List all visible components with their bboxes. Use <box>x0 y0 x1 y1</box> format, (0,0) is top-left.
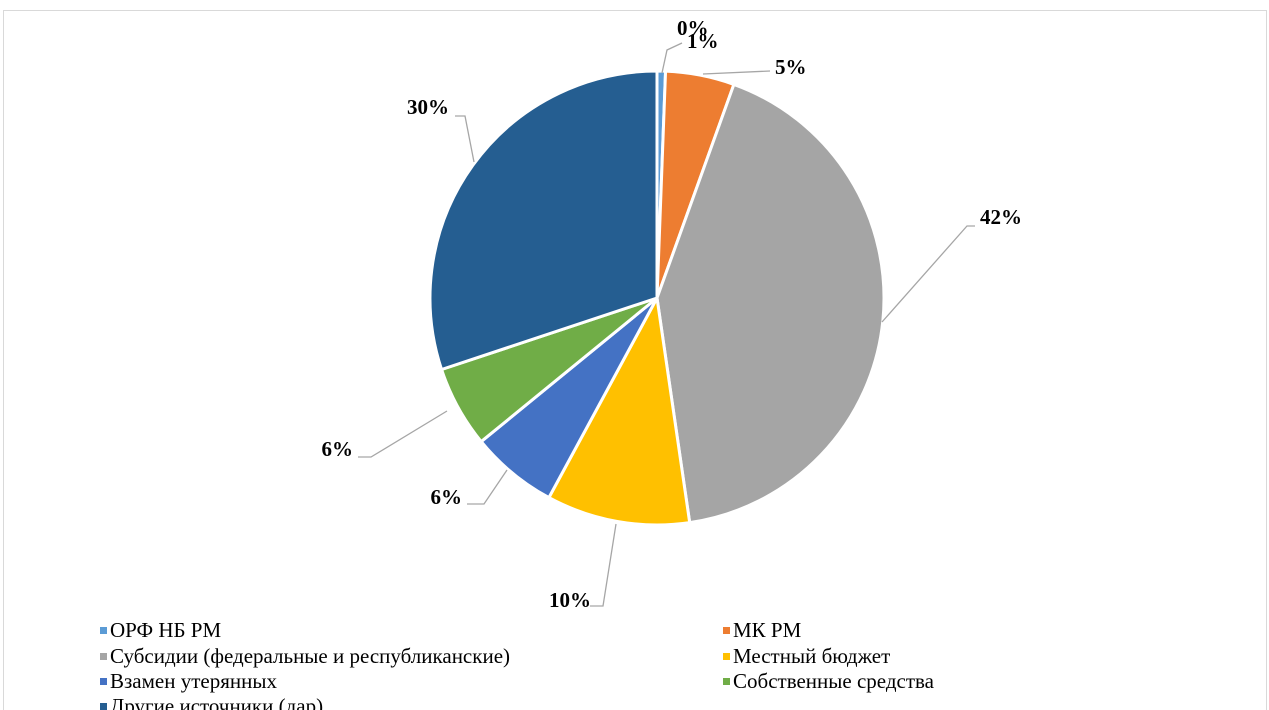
legend-swatch <box>100 627 107 634</box>
legend-swatch <box>100 653 107 660</box>
leader-line <box>467 469 508 505</box>
legend-label: Другие источники (дар) <box>110 694 324 710</box>
pie-slices <box>428 69 886 527</box>
data-labels: 1% 5% 42% 10% 6% 6% 30% 0% <box>322 16 1023 612</box>
legend-label: ОРФ НБ РМ <box>110 619 222 642</box>
legend-swatch <box>723 678 730 685</box>
pie-slice <box>546 293 692 527</box>
legend-item-mk: МК РМ <box>723 619 801 641</box>
data-label: 6% <box>431 485 463 509</box>
legend-item-local-budget: Местный бюджет <box>723 645 890 667</box>
legend-label: Местный бюджет <box>733 644 891 668</box>
data-label: 10% <box>549 588 591 612</box>
leader-line <box>590 523 617 607</box>
leader-line <box>881 225 975 323</box>
data-label: 30% <box>407 95 449 119</box>
legend-item-subsidies: Субсидии (федеральные и республиканские) <box>100 645 510 667</box>
legend-swatch <box>100 678 107 685</box>
legend: ОРФ НБ РМ МК РМ Субсидии (федеральные и … <box>0 619 1269 710</box>
legend-swatch <box>723 627 730 634</box>
data-label: 6% <box>322 437 354 461</box>
leader-lines <box>358 42 975 607</box>
leader-line <box>455 115 475 163</box>
legend-item-own-funds: Собственные средства <box>723 670 934 692</box>
legend-swatch <box>723 653 730 660</box>
legend-label: Собственные средства <box>733 669 934 693</box>
data-label: 5% <box>775 55 807 79</box>
legend-swatch <box>100 703 107 710</box>
legend-label: Взамен утерянных <box>110 669 277 693</box>
legend-label: МК РМ <box>733 619 802 642</box>
leader-line <box>358 410 448 458</box>
leader-line <box>661 42 683 74</box>
data-label: 0% <box>677 16 709 40</box>
legend-label: Субсидии (федеральные и республиканские) <box>110 644 511 668</box>
pie-slice <box>428 69 659 372</box>
legend-item-orf: ОРФ НБ РМ <box>100 619 221 641</box>
data-label: 1% <box>687 29 719 53</box>
leader-line <box>702 70 771 75</box>
legend-item-replacement: Взамен утерянных <box>100 670 277 692</box>
data-label: 42% <box>980 205 1022 229</box>
legend-item-other-sources: Другие источники (дар) <box>100 695 323 710</box>
chart-frame <box>3 10 1267 710</box>
